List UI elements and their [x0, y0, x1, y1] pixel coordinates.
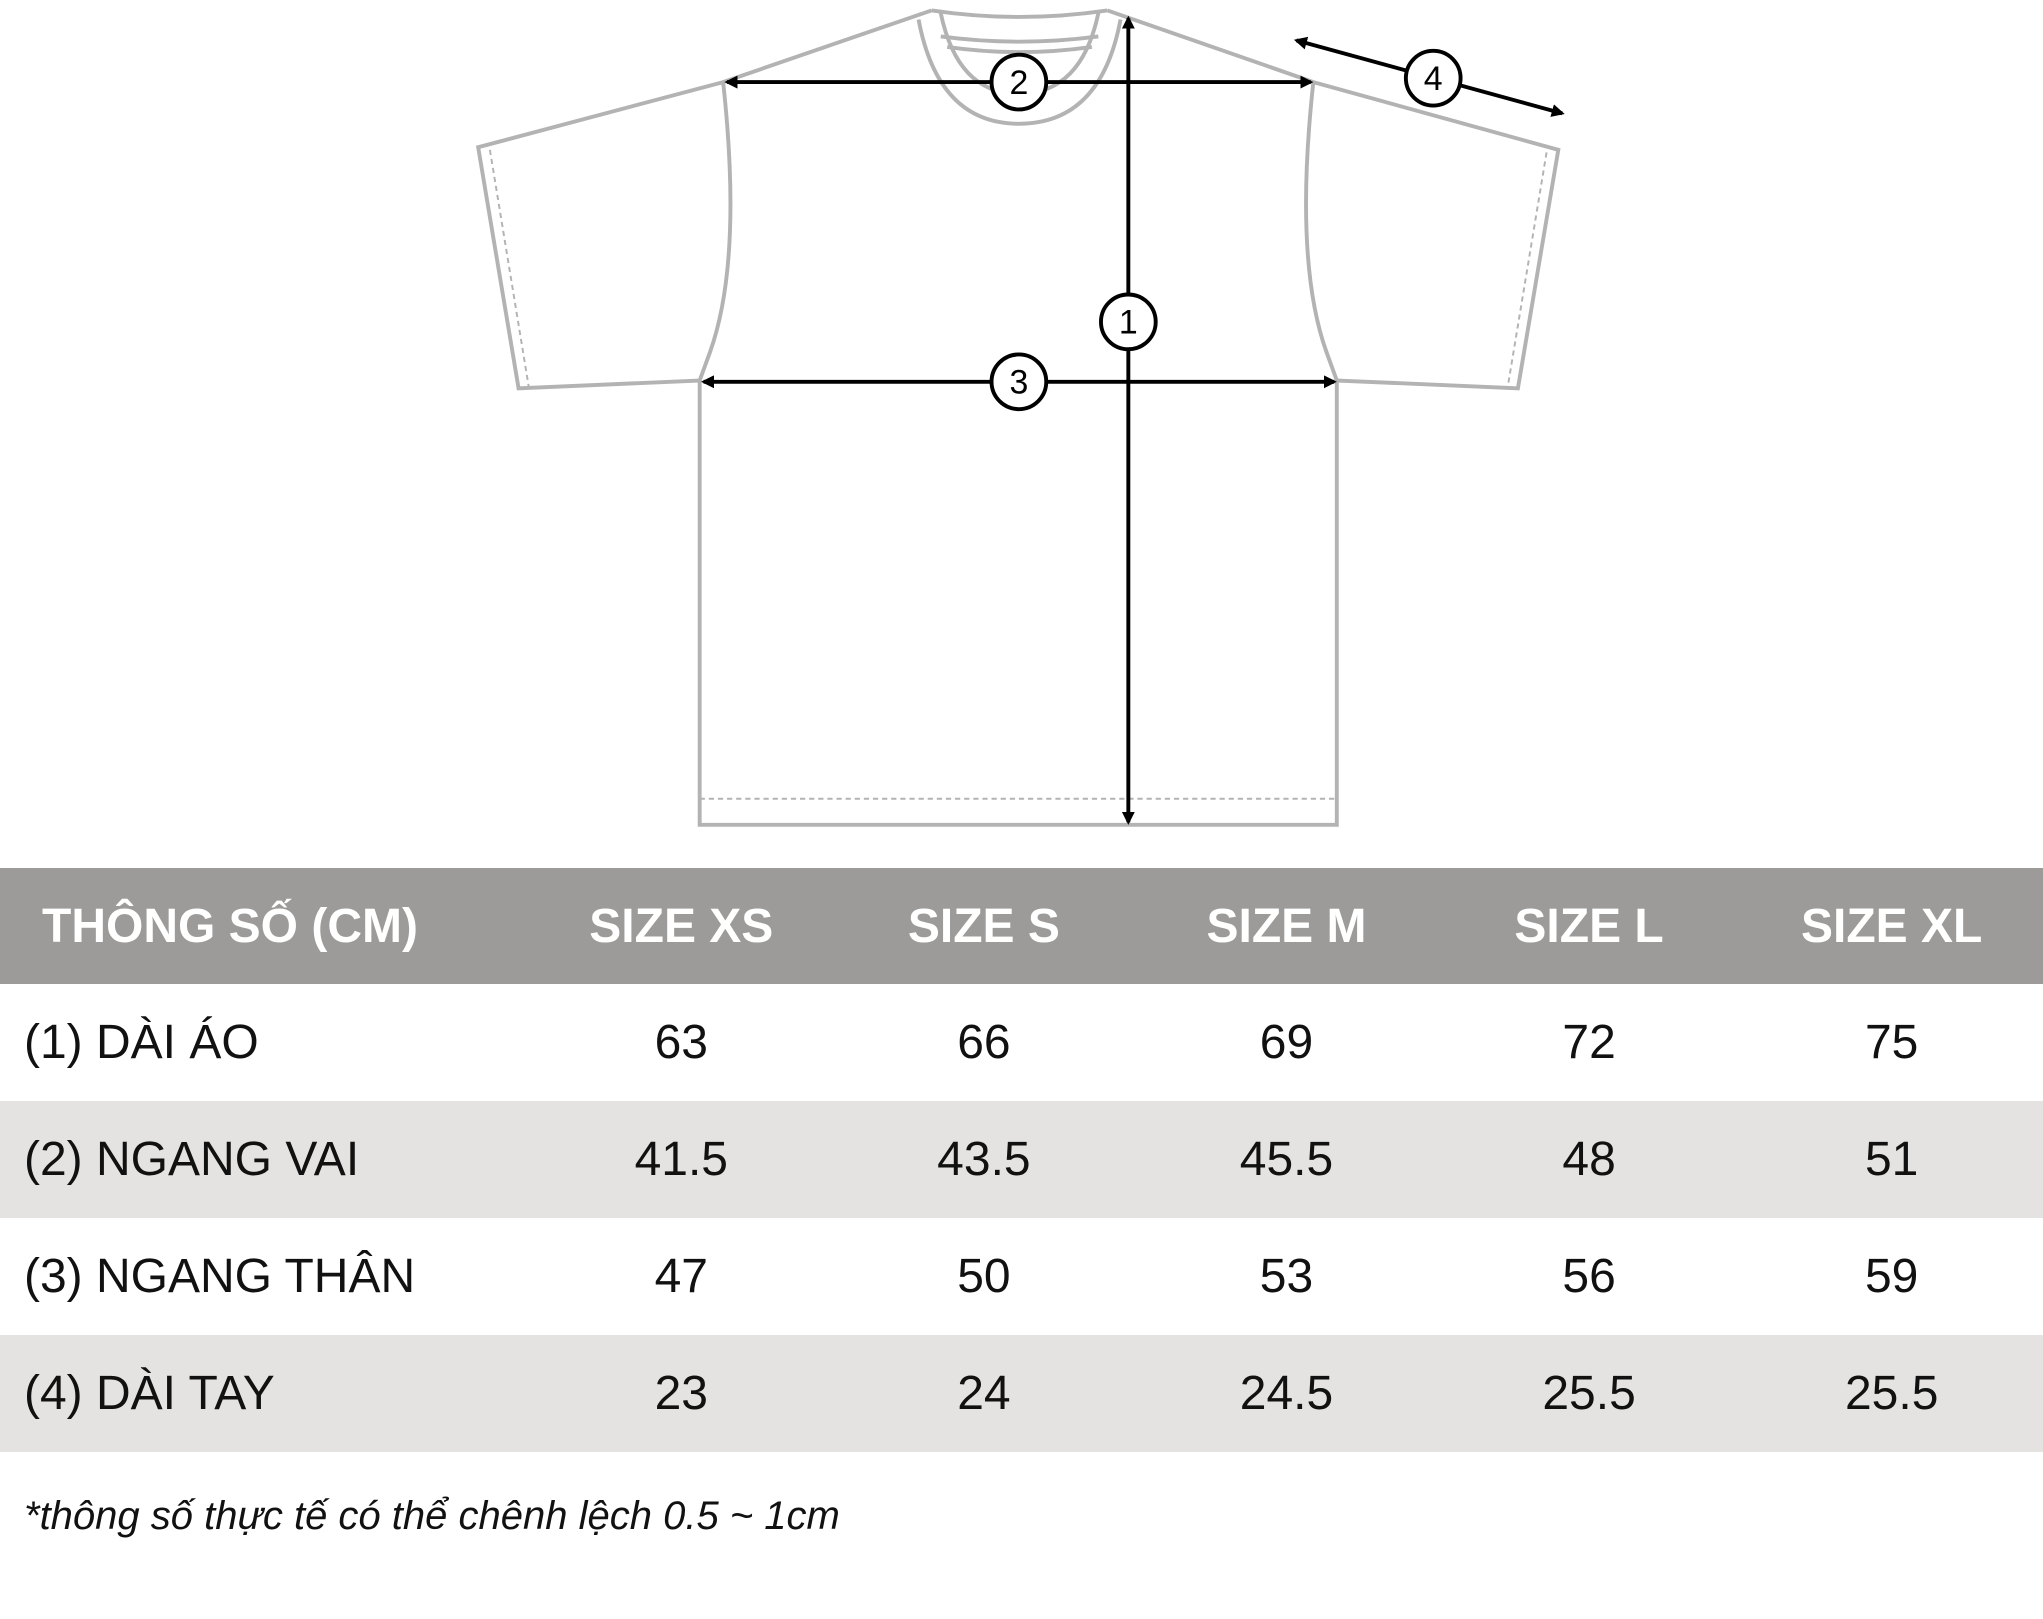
- marker-3: 3: [989, 352, 1049, 412]
- table-row: (4) DÀI TAY 23 24 24.5 25.5 25.5: [0, 1335, 2043, 1452]
- cell-value: 69: [1259, 1016, 1314, 1069]
- table-header-row: THÔNG SỐ (CM) SIZE XS SIZE S SIZE M SIZE…: [0, 868, 2043, 984]
- table-row: (1) DÀI ÁO 63 66 69 72 75: [0, 984, 2043, 1101]
- cell-value: 63: [654, 1016, 708, 1069]
- header-size-s: SIZE S: [907, 899, 1060, 953]
- cell-value: 66: [957, 1016, 1011, 1069]
- header-size-xs: SIZE XS: [589, 899, 774, 953]
- cell-value: 59: [1864, 1250, 1919, 1303]
- svg-text:1: 1: [1119, 304, 1138, 342]
- cell-value: 25.5: [1542, 1367, 1636, 1420]
- cell-value: 41.5: [634, 1133, 728, 1186]
- svg-text:3: 3: [1009, 364, 1028, 402]
- svg-text:4: 4: [1424, 60, 1443, 98]
- marker-4: 4: [1403, 48, 1463, 108]
- row-label: (3) NGANG THÂN: [24, 1250, 416, 1303]
- cell-value: 56: [1562, 1250, 1616, 1303]
- svg-text:2: 2: [1009, 64, 1028, 102]
- cell-value: 53: [1259, 1250, 1314, 1303]
- cell-value: 24.5: [1239, 1367, 1334, 1420]
- cell-value: 51: [1864, 1133, 1919, 1186]
- header-size-l: SIZE L: [1514, 899, 1664, 953]
- cell-value: 48: [1562, 1133, 1616, 1186]
- cell-value: 25.5: [1844, 1367, 1939, 1420]
- table-row: (3) NGANG THÂN 47 50 53 56 59: [0, 1218, 2043, 1335]
- cell-value: 47: [654, 1250, 708, 1303]
- row-label: (2) NGANG VAI: [24, 1133, 360, 1186]
- cell-value: 72: [1562, 1016, 1616, 1069]
- header-size-m: SIZE M: [1206, 899, 1367, 953]
- cell-value: 43.5: [937, 1133, 1031, 1186]
- footnote: *thông số thực tế có thể chênh lệch 0.5 …: [24, 1494, 840, 1538]
- cell-value: 45.5: [1239, 1133, 1334, 1186]
- row-label: (4) DÀI TAY: [24, 1367, 275, 1420]
- header-spec: THÔNG SỐ (CM): [42, 899, 418, 953]
- cell-value: 24: [957, 1367, 1011, 1420]
- marker-2: 2: [989, 52, 1049, 112]
- tshirt-outline: [475, 8, 1561, 827]
- row-label: (1) DÀI ÁO: [24, 1016, 259, 1069]
- marker-1: 1: [1099, 292, 1158, 352]
- cell-value: 50: [957, 1250, 1011, 1303]
- measurement-arrows: [700, 15, 1565, 825]
- header-size-xl: SIZE XL: [1801, 899, 1983, 953]
- size-chart-table: THÔNG SỐ (CM) SIZE XS SIZE S SIZE M SIZE…: [0, 868, 2043, 1452]
- table-row: (2) NGANG VAI 41.5 43.5 45.5 48 51: [0, 1101, 2043, 1218]
- cell-value: 23: [654, 1367, 708, 1420]
- tshirt-measurement-diagram: 1 2 3 4: [475, 8, 1565, 827]
- cell-value: 75: [1864, 1016, 1919, 1069]
